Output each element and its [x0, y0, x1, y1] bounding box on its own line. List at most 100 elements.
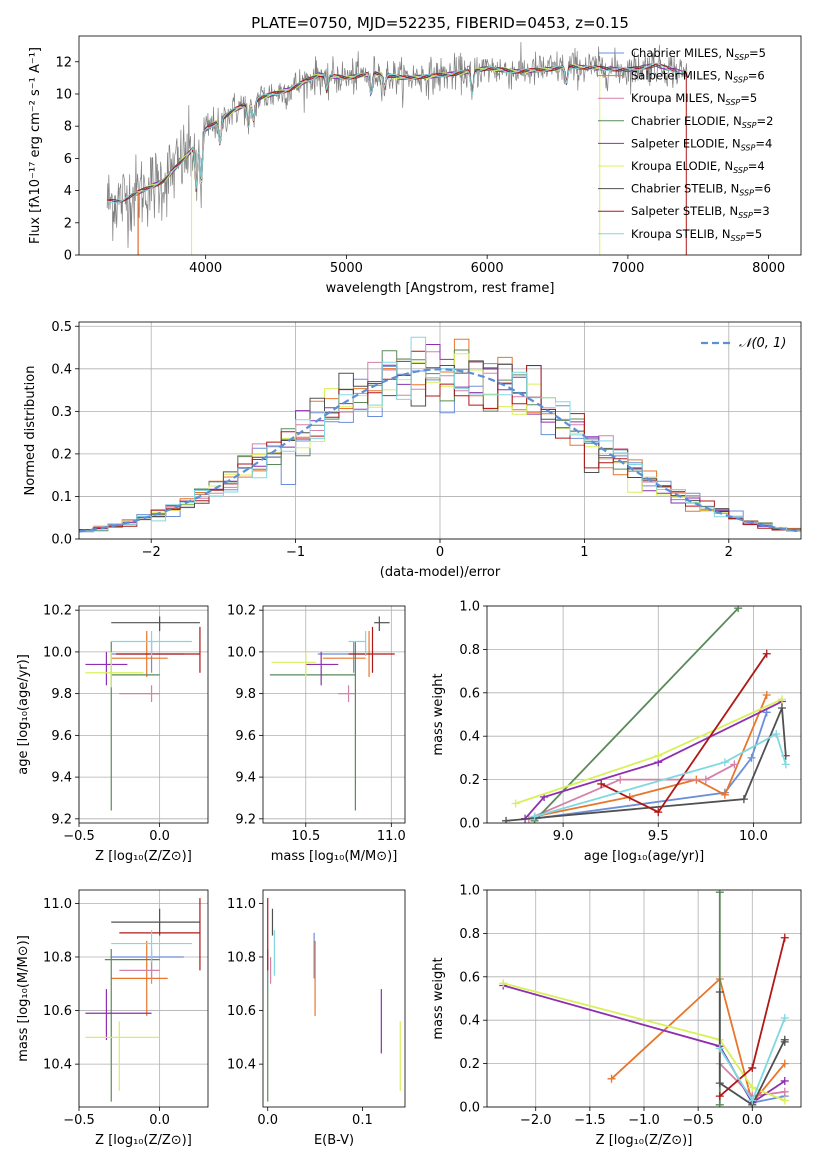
axes-5: 9.0 9.5 10.0 0.0 0.2 0.4 0.6 0.8 1.0 age [log₁₀(a… — [431, 600, 802, 864]
y-tick-label: 11.0 — [43, 897, 72, 912]
legend-subscript: SSP — [733, 76, 748, 85]
legend-label: Chabrier MILES, N — [631, 46, 734, 60]
legend-suffix: =3 — [753, 204, 770, 218]
error-bar-point-1 — [317, 641, 366, 673]
observed-spectrum — [106, 42, 688, 248]
data-marker — [616, 775, 625, 784]
plot-area — [106, 42, 688, 255]
y-tick-label: 11.0 — [227, 897, 256, 912]
y-tick-label: 1.0 — [459, 884, 480, 899]
x-tick-label: 8000 — [752, 261, 785, 276]
x-tick-label: −2 — [142, 545, 161, 560]
y-tick-label: 0.0 — [51, 533, 72, 548]
y-axis-label: age [log₁₀(age/yr)] — [16, 654, 31, 775]
data-marker — [762, 649, 771, 658]
data-marker — [715, 987, 724, 996]
legend-entry: Chabrier STELIB, NSSP=6 — [631, 182, 771, 198]
data-marker — [748, 1083, 757, 1092]
y-tick-label: 0.2 — [51, 447, 72, 462]
legend-suffix: =2 — [757, 114, 774, 128]
x-tick-label: 0.1 — [352, 1113, 373, 1128]
x-tick-label: 0 — [436, 545, 444, 560]
x-tick-label: 0.0 — [257, 1113, 278, 1128]
mass-weight-series-5 — [524, 700, 783, 820]
y-axis-label: mass weight — [431, 957, 446, 1039]
y-tick-label: 10.8 — [227, 950, 256, 965]
error-bar-point-6 — [85, 651, 144, 688]
normal-curve — [79, 368, 801, 533]
x-tick-label: 9.5 — [648, 829, 669, 844]
legend-entry: Kroupa STELIB, NSSP=5 — [631, 227, 762, 243]
y-tick-label: 9.6 — [51, 729, 72, 744]
y-tick-label: 10.2 — [43, 604, 72, 619]
y-tick-label: 0.2 — [459, 773, 480, 788]
data-marker — [715, 1044, 724, 1053]
y-tick-label: 10.0 — [227, 645, 256, 660]
error-bar-point-8 — [116, 626, 201, 673]
y-tick-label: 0.6 — [459, 970, 480, 985]
data-marker — [715, 1092, 724, 1101]
legend-entry: Chabrier ELODIE, NSSP=2 — [631, 114, 773, 130]
x-tick-label: 10.0 — [739, 829, 768, 844]
error-bar-point-7 — [111, 616, 200, 632]
y-tick-label: 9.8 — [51, 687, 72, 702]
legend-label: Salpeter STELIB, N — [631, 204, 738, 218]
y-tick-label: 2 — [64, 216, 72, 231]
error-bar-point-8 — [348, 626, 395, 673]
x-tick-label: 9.0 — [553, 829, 574, 844]
y-tick-label: 9.2 — [235, 812, 256, 827]
legend-entry: 𝒩(0, 1) — [739, 336, 786, 351]
error-bar-point-2 — [111, 940, 168, 1016]
plot-area — [267, 898, 401, 1102]
y-tick-label: 10.4 — [227, 1058, 256, 1073]
x-tick-label: 1 — [580, 545, 588, 560]
legend-subscript: SSP — [739, 189, 754, 198]
error-bar-point-7 — [111, 908, 200, 936]
y-tick-label: 9.6 — [235, 729, 256, 744]
x-axis-label: (data-model)/error — [380, 565, 501, 580]
data-marker — [530, 812, 539, 821]
x-tick-label: −1.0 — [628, 1113, 660, 1128]
error-bar-point-9 — [111, 930, 192, 963]
mass-weight-series-6 — [515, 698, 783, 805]
x-axis-label: Z [log₁₀(Z/Z⊙)] — [596, 1133, 693, 1148]
y-tick-label: 0.1 — [51, 490, 72, 505]
x-tick-label: 5000 — [330, 261, 363, 276]
mass-weight-series-2 — [610, 977, 786, 1105]
y-axis-label: Normed distribution — [23, 366, 38, 496]
y-tick-label: 0.2 — [459, 1057, 480, 1072]
y-tick-label: 0.4 — [51, 362, 72, 377]
error-bar-point-7 — [374, 616, 390, 632]
legend-subscript: SSP — [733, 166, 748, 175]
plot-area — [85, 898, 201, 1102]
x-tick-label: 0.0 — [149, 829, 170, 844]
y-tick-label: 0.8 — [459, 927, 480, 942]
error-bar-point-3 — [119, 956, 160, 984]
axes-2: −2 −1 0 1 2 0.0 0.1 0.2 0.3 0.4 0.5 (data-model)/er… — [23, 320, 802, 580]
data-marker — [720, 790, 729, 799]
y-tick-label: 0.0 — [459, 1101, 480, 1116]
data-marker — [780, 1014, 789, 1023]
y-tick-label: 10.4 — [43, 1058, 72, 1073]
data-marker — [780, 1076, 789, 1085]
data-marker — [739, 795, 748, 804]
error-bar-point-3 — [338, 685, 356, 702]
legend-label: Kroupa ELODIE, N — [631, 159, 733, 173]
legend-entry: Chabrier MILES, NSSP=5 — [631, 46, 766, 62]
legend-subscript: SSP — [726, 98, 741, 107]
x-tick-label: 6000 — [471, 261, 504, 276]
y-tick-label: 10.6 — [227, 1004, 256, 1019]
legend-label: Kroupa STELIB, N — [631, 227, 731, 241]
model-spectrum-1 — [107, 64, 628, 202]
legend-subscript: SSP — [742, 121, 757, 130]
error-bar-point-6 — [85, 1021, 160, 1091]
axes-3: −0.5 0.0 9.2 9.4 9.6 9.8 10.0 10.2 Z [log₁₀(Z/Z⊙… — [16, 604, 209, 864]
y-tick-label: 0.5 — [51, 320, 72, 335]
y-tick-label: 0.3 — [51, 405, 72, 420]
legend-label: Salpeter ELODIE, N — [631, 136, 741, 150]
x-axis-label: mass [log₁₀(M/M⊙)] — [271, 849, 398, 864]
data-marker — [654, 808, 663, 817]
data-marker — [499, 979, 508, 988]
axes-frame — [486, 889, 802, 1108]
